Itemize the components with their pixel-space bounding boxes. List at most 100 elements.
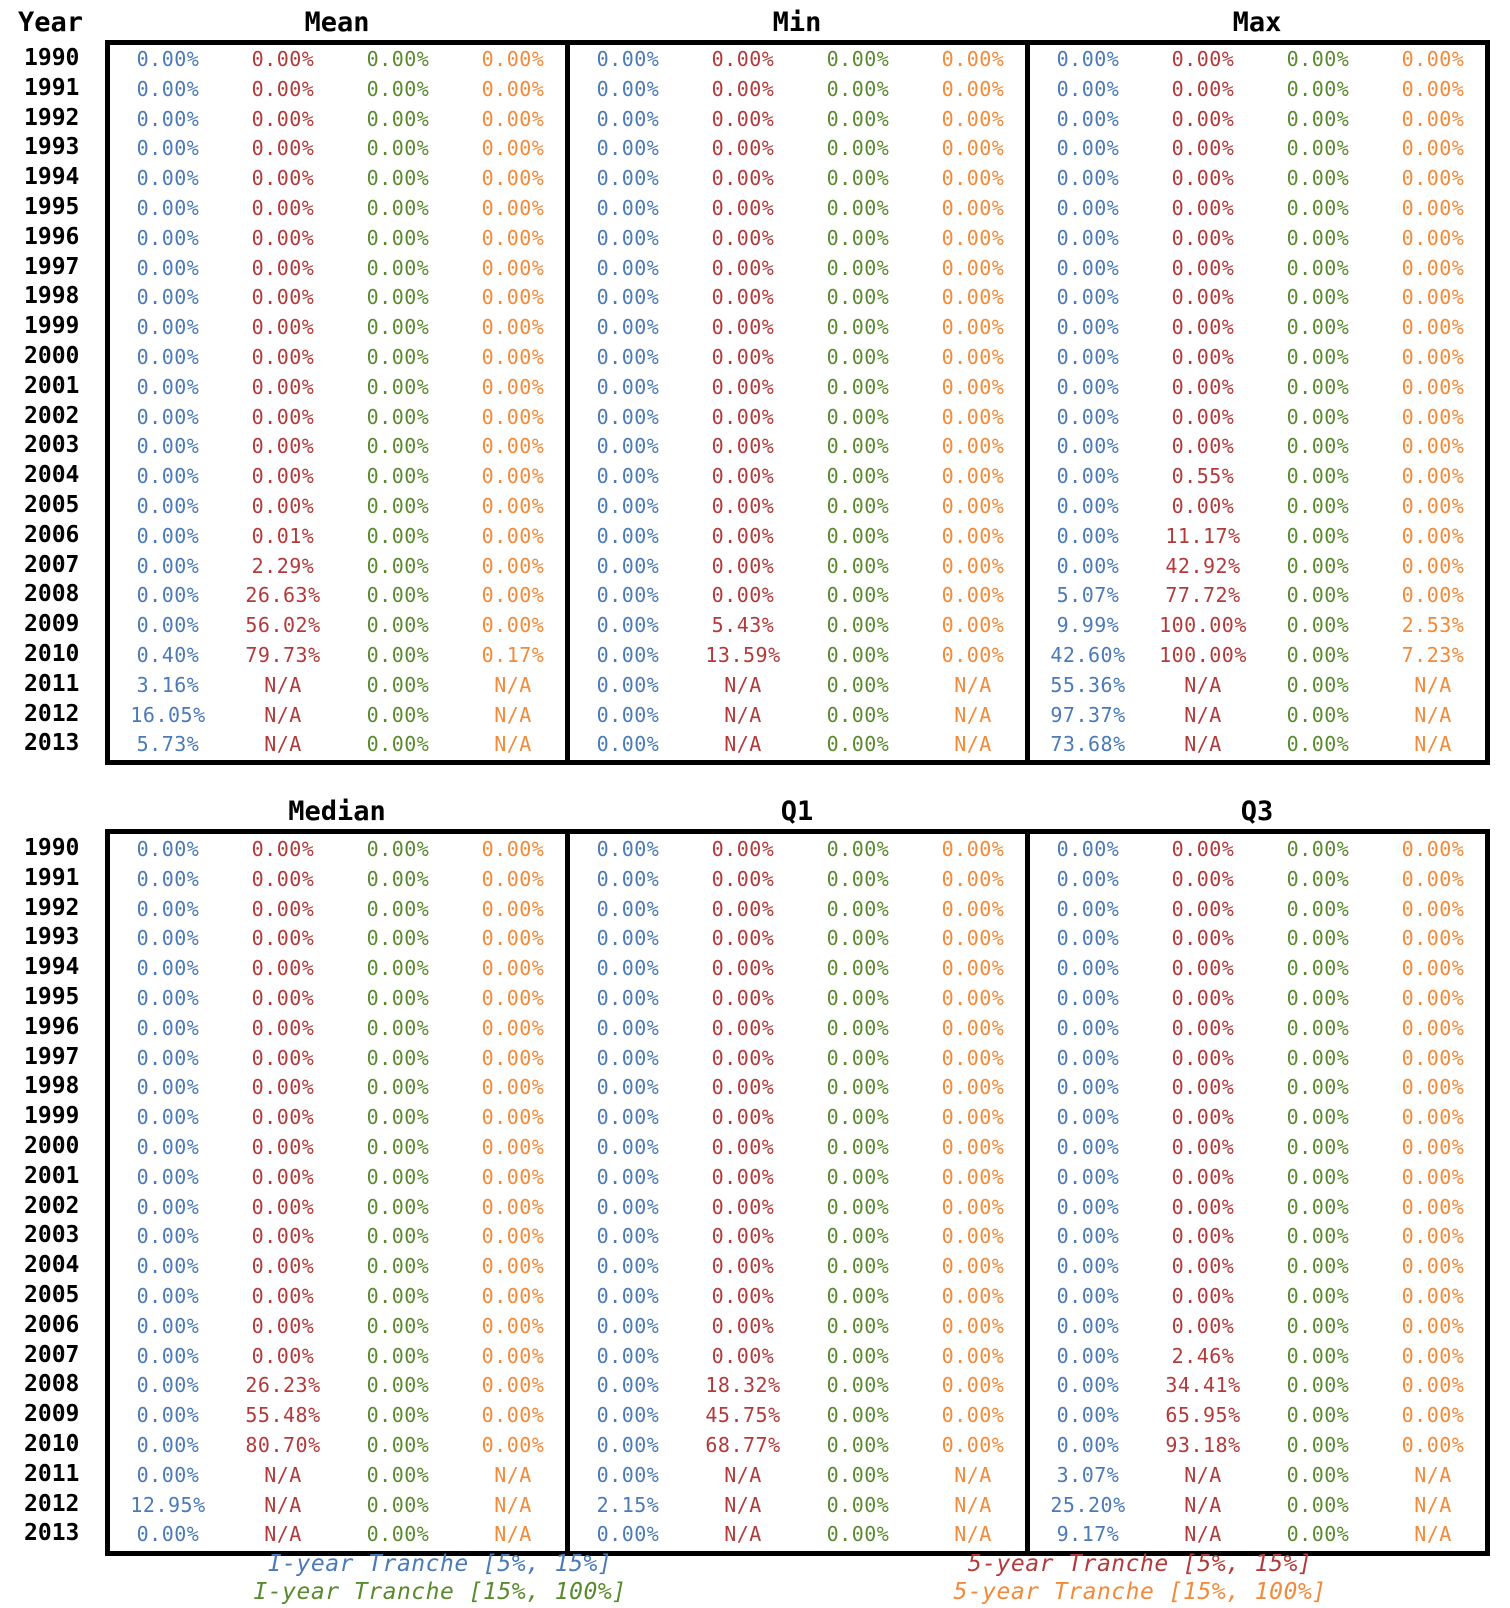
table-cell: 0.00% bbox=[366, 523, 430, 548]
table-cell: 0.00% bbox=[941, 1403, 1005, 1428]
table-cell: 0.00% bbox=[136, 374, 200, 399]
table-cell: N/A bbox=[264, 672, 302, 697]
table-cell: 18.32% bbox=[705, 1373, 781, 1398]
year-label: 2006 bbox=[24, 521, 80, 548]
table-cell: 0.00% bbox=[251, 1313, 315, 1338]
year-label: 2009 bbox=[24, 611, 80, 638]
table-cell: 0.17% bbox=[481, 643, 545, 667]
table-cell: N/A bbox=[264, 1462, 302, 1487]
table-cell: 0.00% bbox=[826, 1194, 890, 1219]
table-cell: N/A bbox=[1414, 1492, 1452, 1517]
table-cell: 0.00% bbox=[366, 1373, 430, 1398]
table-cell: 0.00% bbox=[481, 434, 545, 459]
year-label: 2003 bbox=[24, 1222, 80, 1249]
table-cell: 45.75% bbox=[705, 1403, 781, 1428]
table-cell: 0.00% bbox=[826, 1343, 890, 1368]
table-cell: 0.00% bbox=[481, 1224, 545, 1249]
table-cell: 0.00% bbox=[366, 434, 430, 459]
table-cell: 0.00% bbox=[826, 1284, 890, 1308]
year-label: 1991 bbox=[24, 74, 80, 101]
table-cell: 26.23% bbox=[245, 1373, 321, 1398]
table-cell: 0.00% bbox=[136, 345, 200, 369]
table-cell: 0.00% bbox=[596, 315, 660, 340]
year-label: 1993 bbox=[24, 924, 80, 951]
table-cell: 0.00% bbox=[136, 76, 200, 101]
table-cell: 0.00% bbox=[1286, 345, 1350, 369]
table-cell: 0.00% bbox=[136, 896, 200, 921]
table-cell: 0.00% bbox=[711, 1135, 775, 1159]
table-cell: 0.00% bbox=[941, 523, 1005, 548]
table-cell: 0.00% bbox=[1286, 255, 1350, 280]
table-cell: 0.00% bbox=[826, 553, 890, 578]
table-cell: 0.00% bbox=[941, 434, 1005, 459]
table-cell: 0.00% bbox=[1286, 464, 1350, 489]
table-cell: 0.00% bbox=[136, 464, 200, 489]
year-label: 1996 bbox=[24, 1013, 80, 1040]
table-cell: 0.00% bbox=[941, 1284, 1005, 1308]
table-cell: 0.00% bbox=[251, 106, 315, 131]
table-cell: 0.00% bbox=[826, 1254, 890, 1279]
table-cell: 0.00% bbox=[596, 136, 660, 161]
table-cell: 0.00% bbox=[711, 434, 775, 459]
table-cell: 0.00% bbox=[366, 374, 430, 399]
table-cell: 0.00% bbox=[596, 583, 660, 608]
table-cell: N/A bbox=[264, 732, 302, 757]
table-cell: 0.00% bbox=[711, 1284, 775, 1308]
table-cell: 0.00% bbox=[481, 255, 545, 280]
table-cell: 79.73% bbox=[245, 643, 321, 667]
table-cell: 0.00% bbox=[1401, 494, 1465, 518]
table-cell: N/A bbox=[494, 1522, 532, 1547]
table-cell: 0.00% bbox=[1171, 926, 1235, 951]
table-cell: 0.00% bbox=[366, 464, 430, 489]
table-cell: N/A bbox=[724, 1492, 762, 1517]
table-cell: 0.00% bbox=[1286, 434, 1350, 459]
year-label: 2009 bbox=[24, 1401, 80, 1428]
table-cell: 0.00% bbox=[1056, 255, 1120, 280]
table-cell: 0.00% bbox=[596, 1164, 660, 1189]
table-cell: 0.00% bbox=[251, 255, 315, 280]
table-cell: 0.00% bbox=[826, 225, 890, 250]
table-cell: 0.00% bbox=[481, 106, 545, 131]
table-cell: 0.00% bbox=[711, 1045, 775, 1070]
year-label: 2007 bbox=[24, 1341, 80, 1368]
table-cell: 0.00% bbox=[596, 956, 660, 981]
panel-title: Mean bbox=[304, 7, 370, 38]
table-cell: N/A bbox=[1414, 732, 1452, 757]
table-cell: N/A bbox=[1184, 702, 1222, 727]
table-cell: 0.00% bbox=[826, 1015, 890, 1040]
table-cell: 0.00% bbox=[1401, 76, 1465, 101]
table-cell: 0.00% bbox=[1056, 1015, 1120, 1040]
table-cell: 0.00% bbox=[941, 136, 1005, 161]
year-label: 1994 bbox=[24, 954, 80, 981]
table-cell: 0.00% bbox=[366, 926, 430, 951]
year-label: 1991 bbox=[24, 864, 80, 891]
year-label: 2011 bbox=[24, 1460, 80, 1487]
table-cell: 0.00% bbox=[366, 986, 430, 1010]
table-cell: 0.00% bbox=[251, 47, 315, 71]
table-cell: N/A bbox=[724, 1462, 762, 1487]
table-cell: 0.00% bbox=[136, 1105, 200, 1130]
table-cell: 0.00% bbox=[366, 76, 430, 101]
table-cell: 0.00% bbox=[481, 1313, 545, 1338]
table-cell: 0.00% bbox=[596, 732, 660, 757]
table-cell: 0.00% bbox=[596, 1433, 660, 1457]
table-cell: 0.00% bbox=[596, 106, 660, 131]
year-label: 1992 bbox=[24, 894, 80, 921]
table-cell: 0.00% bbox=[366, 106, 430, 131]
table-cell: 0.00% bbox=[366, 285, 430, 310]
table-cell: 0.00% bbox=[1401, 374, 1465, 399]
table-cell: 0.00% bbox=[596, 1522, 660, 1547]
table-cell: N/A bbox=[1184, 1462, 1222, 1487]
table-cell: 0.00% bbox=[1401, 1313, 1465, 1338]
table-cell: 0.00% bbox=[1401, 285, 1465, 310]
table-cell: 0.00% bbox=[941, 613, 1005, 638]
year-label: 2012 bbox=[24, 1490, 80, 1517]
table-cell: 0.00% bbox=[596, 1075, 660, 1100]
table-cell: 0.00% bbox=[251, 896, 315, 921]
table-cell: 0.00% bbox=[1401, 1343, 1465, 1368]
table-cell: 11.17% bbox=[1165, 523, 1241, 548]
table-cell: 0.00% bbox=[596, 1194, 660, 1219]
table-cell: 0.00% bbox=[136, 1373, 200, 1398]
table-cell: 0.00% bbox=[941, 166, 1005, 191]
table-cell: N/A bbox=[1414, 1462, 1452, 1487]
